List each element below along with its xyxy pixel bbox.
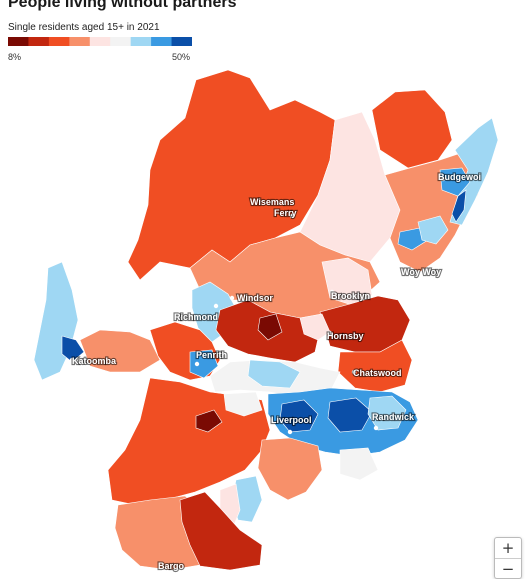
map-subtitle: Single residents aged 15+ in 2021: [8, 22, 160, 33]
label-wisemans-ferry-2: Ferry: [274, 208, 297, 218]
town-dot-budgewoi: [440, 176, 446, 182]
town-dot-penrith: [194, 361, 200, 367]
zoom-out-button[interactable]: −: [495, 558, 521, 579]
label-chatswood: Chatswood: [353, 368, 402, 378]
legend-max-label: 50%: [172, 52, 191, 62]
region-penrith[interactable]: [189, 349, 219, 379]
legend-swatch: [89, 37, 111, 46]
legend-swatch: [28, 37, 50, 46]
color-legend-bar: [8, 37, 192, 46]
label-windsor: Windsor: [237, 293, 273, 303]
region-southwest-dark[interactable]: [195, 409, 223, 433]
town-dot-windsor: [229, 295, 235, 301]
region-hills-dark[interactable]: [257, 313, 283, 341]
town-dot-richmond: [213, 303, 219, 309]
map-title: People living without partners: [8, 0, 237, 11]
legend-swatch: [69, 37, 91, 46]
region-coast-strip[interactable]: [451, 189, 467, 223]
label-budgewoi: Budgewoi: [438, 172, 481, 182]
legend-min-label: 8%: [8, 52, 22, 62]
label-katoomba: Katoomba: [72, 356, 117, 366]
legend-swatch: [130, 37, 152, 46]
label-brooklyn: Brooklyn: [331, 291, 370, 301]
region-budgewoi[interactable]: [439, 167, 471, 197]
legend-swatch: [8, 37, 29, 46]
legend-swatch: [110, 37, 132, 46]
label-woy-woy: Woy Woy: [401, 267, 441, 277]
label-randwick: Randwick: [372, 412, 415, 422]
label-richmond: Richmond: [174, 312, 218, 322]
region-randwick[interactable]: [367, 395, 407, 431]
town-dot-hornsby: [327, 330, 333, 336]
label-bargo: Bargo: [158, 561, 185, 571]
label-wisemans-ferry: Wisemans: [250, 197, 294, 207]
region-hornsby[interactable]: [319, 295, 411, 353]
label-hornsby: Hornsby: [327, 331, 364, 341]
region-northeast[interactable]: [371, 89, 453, 169]
town-dot-wisemans-ferry: [289, 213, 295, 219]
town-dot-chatswood: [351, 369, 357, 375]
region-katoomba[interactable]: [61, 335, 85, 363]
label-penrith: Penrith: [196, 350, 227, 360]
region-mountains-east[interactable]: [79, 329, 161, 373]
region-north-pale[interactable]: [299, 313, 331, 341]
region-liverpool[interactable]: [279, 399, 319, 433]
zoom-in-button[interactable]: +: [501, 539, 515, 557]
town-dot-liverpool: [287, 429, 293, 435]
town-dot-brooklyn: [329, 289, 335, 295]
place-labels: Wisemans Ferry Budgewoi Woy Woy Windsor …: [69, 171, 482, 572]
region-airport[interactable]: [223, 391, 263, 417]
label-liverpool: Liverpool: [271, 415, 312, 425]
region-parramatta[interactable]: [247, 359, 301, 389]
legend-swatch: [171, 37, 192, 46]
town-dot-woy-woy: [401, 267, 407, 273]
town-dot-randwick: [373, 425, 379, 431]
legend-swatch: [48, 37, 70, 46]
region-chatswood[interactable]: [337, 339, 413, 393]
region-grey-south[interactable]: [339, 447, 379, 481]
legend-swatch: [151, 37, 173, 46]
region-brooklyn[interactable]: [321, 257, 373, 306]
region-bargo[interactable]: [179, 491, 263, 571]
region-campbelltown[interactable]: [257, 437, 323, 501]
town-dot-katoomba: [69, 357, 75, 363]
map-regions[interactable]: [33, 69, 499, 571]
region-inner-deep[interactable]: [327, 397, 373, 433]
region-gosford[interactable]: [417, 215, 449, 245]
